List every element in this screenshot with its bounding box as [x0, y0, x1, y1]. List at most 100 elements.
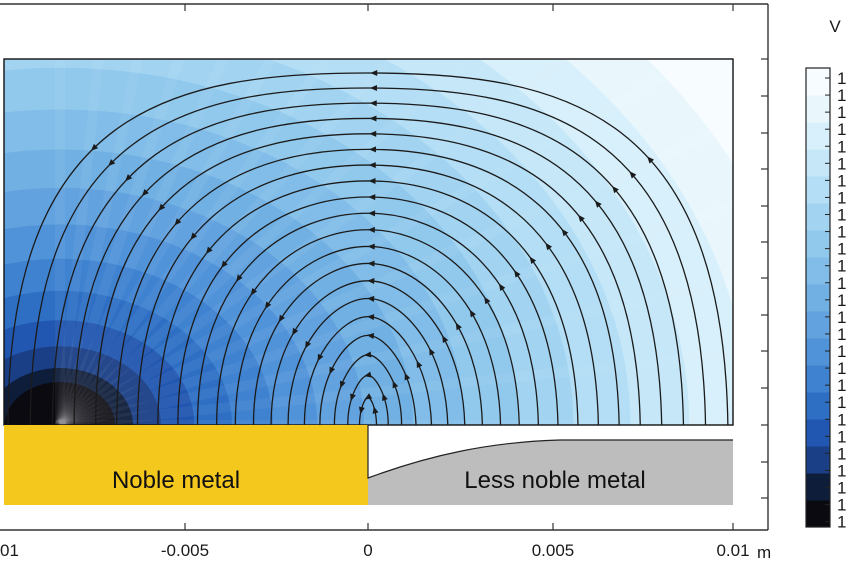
arrowhead	[369, 100, 377, 107]
mesh-sector	[57, 59, 704, 425]
x-tick-label: 0	[363, 541, 372, 560]
arrowhead	[429, 347, 436, 356]
mesh-sector	[57, 119, 733, 425]
mesh-sector	[55, 59, 229, 425]
colorbar-swatch	[806, 338, 830, 366]
arrowhead	[372, 406, 379, 414]
noble-metal-label: Noble metal	[112, 467, 240, 494]
colorbar-tick-label: 1	[837, 103, 846, 122]
colorbar-swatch	[806, 473, 830, 501]
arrowhead	[305, 340, 312, 349]
arrowhead	[350, 393, 356, 402]
colorbar-tick-label: 1	[837, 325, 846, 344]
arrowhead	[358, 406, 365, 415]
colorbar-tick-label: 1	[837, 188, 846, 207]
colorbar-swatch	[806, 149, 830, 177]
arrowhead	[366, 333, 375, 340]
colorbar-swatch	[806, 203, 830, 231]
arrowhead	[250, 288, 258, 296]
streamline	[157, 180, 579, 425]
arrowhead	[612, 185, 619, 194]
arrowhead	[369, 130, 377, 137]
arrowhead	[367, 295, 375, 302]
mesh-sector	[55, 59, 104, 425]
colorbar-tick-label: 1	[837, 308, 846, 327]
mesh-sector	[55, 59, 143, 425]
electrolyte-boundary	[367, 425, 733, 479]
colorbar-swatch	[806, 419, 830, 447]
frame-ticks	[184, 4, 768, 530]
streamline	[116, 148, 620, 425]
less-noble-metal-label: Less noble metal	[464, 467, 645, 494]
arrowhead	[442, 335, 449, 343]
colorbar-tick-label: 1	[837, 444, 846, 463]
colorbar-tick-label: 1	[837, 513, 846, 532]
arrowhead	[416, 360, 423, 369]
streamline	[196, 212, 539, 425]
arrowhead	[529, 256, 537, 265]
colorbar-tick-label: 1	[837, 154, 846, 173]
colorbar-unit: V	[829, 17, 841, 36]
arrowhead	[190, 232, 198, 240]
streamline	[136, 164, 599, 425]
arrowhead	[366, 314, 375, 321]
colorbar-swatch	[806, 122, 830, 150]
arrowhead	[382, 393, 388, 402]
colorbar-swatch	[806, 446, 830, 474]
mesh-sector	[58, 201, 733, 425]
arrowhead	[369, 115, 377, 122]
colorbar-tick-label: 1	[837, 393, 846, 412]
noble-metal-region: Noble metal	[4, 425, 368, 505]
colorbar-tick-label: 1	[837, 461, 846, 480]
colorbar-tick-label: 1	[837, 69, 846, 88]
streamline	[29, 87, 707, 425]
mesh-sector	[57, 59, 573, 425]
mesh-sector	[56, 59, 397, 425]
colorbar-swatch	[806, 95, 830, 123]
streamline	[7, 72, 729, 425]
arrowhead	[364, 393, 373, 400]
axis-frame	[0, 3, 769, 531]
colorbar-tick-label: 1	[837, 342, 846, 361]
x-axis-unit: m	[757, 543, 771, 562]
arrowhead	[364, 371, 372, 378]
colorbar-swatch	[806, 392, 830, 420]
colorbar-tick-label: 1	[837, 496, 846, 515]
arrowhead	[455, 322, 462, 331]
colorbar-swatch	[806, 68, 830, 96]
arrowhead	[514, 270, 521, 278]
streamline	[51, 102, 684, 425]
arrowhead	[292, 327, 299, 336]
arrowhead	[498, 283, 506, 292]
arrowhead	[367, 278, 375, 285]
arrowhead	[647, 156, 655, 164]
colorbar-swatch	[806, 365, 830, 393]
arrowhead	[368, 210, 376, 217]
streamline	[73, 117, 663, 425]
colorbar-tick-label: 1	[837, 240, 846, 259]
arrowhead	[368, 162, 376, 169]
colorbar-tick-label: 1	[837, 223, 846, 242]
arrowhead	[205, 246, 213, 254]
arrowhead	[404, 372, 411, 381]
less-noble-metal-block	[368, 440, 733, 505]
arrowhead	[629, 171, 637, 179]
arrowhead	[368, 194, 376, 201]
colorbar-tick-label: 1	[837, 359, 846, 378]
arrowhead	[108, 159, 116, 167]
arrowhead	[125, 174, 133, 182]
arrowhead	[469, 309, 476, 318]
streamlines	[7, 70, 729, 425]
arrowhead	[561, 228, 569, 237]
colorbar-tick-label: 1	[837, 427, 846, 446]
x-axis: 01 -0.005 0 0.005 0.01 m	[0, 541, 771, 562]
colorbar-tick-label: 1	[837, 479, 846, 498]
colorbar-swatch	[806, 257, 830, 285]
arrowhead	[141, 189, 149, 197]
colorbar-tick-label: 1	[837, 137, 846, 156]
colorbar-swatch	[806, 230, 830, 258]
x-tick-label: 0.01	[716, 541, 749, 560]
